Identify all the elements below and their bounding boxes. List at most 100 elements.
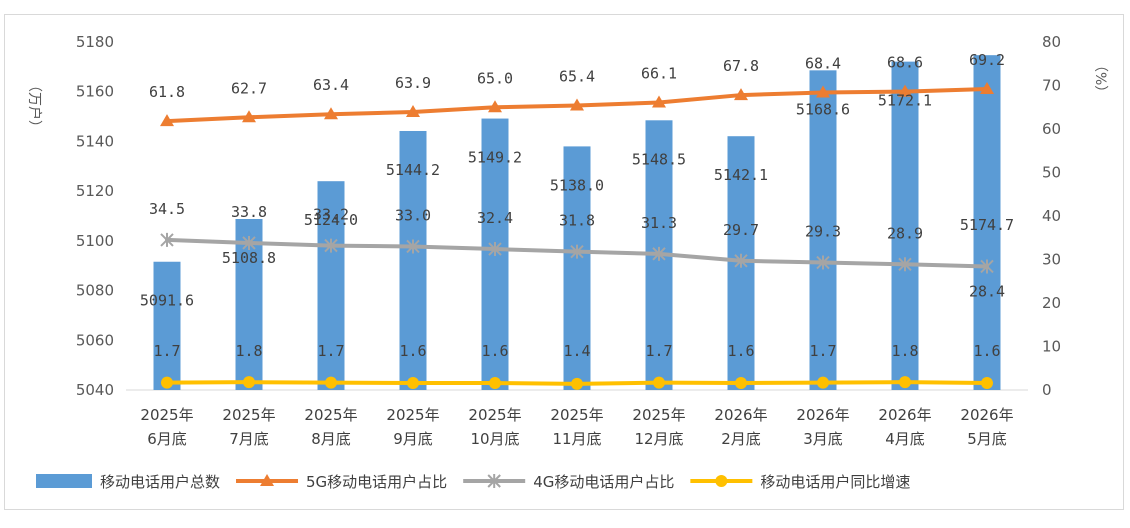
- y-left-tick-label: 5120: [76, 182, 114, 200]
- data-label: 5142.1: [714, 166, 768, 184]
- data-label: 63.4: [313, 76, 349, 94]
- data-label: 1.6: [973, 342, 1000, 360]
- x-tick-label-year: 2025年: [632, 406, 685, 424]
- data-label: 33.0: [395, 206, 431, 224]
- point-marker: [324, 107, 338, 120]
- x-tick-label-month: 9月底: [393, 430, 433, 448]
- data-label: 1.7: [317, 342, 344, 360]
- point-marker: [488, 242, 502, 257]
- point-marker: [735, 377, 747, 390]
- point-marker: [653, 376, 665, 389]
- point-marker: [161, 376, 173, 389]
- point-marker: [242, 235, 256, 250]
- y-right-tick-label: 30: [1042, 251, 1061, 269]
- data-label: 28.4: [969, 282, 1005, 300]
- data-label: 33.2: [313, 206, 349, 224]
- data-label: 1.6: [727, 342, 754, 360]
- point-marker: [570, 244, 584, 259]
- bar: [809, 70, 837, 390]
- point-marker: [571, 377, 583, 390]
- data-label: 5149.2: [468, 149, 522, 167]
- x-tick-label-month: 4月底: [885, 430, 925, 448]
- legend-label: 4G移动电话用户占比: [533, 473, 674, 491]
- point-marker: [817, 376, 829, 389]
- data-label: 1.7: [645, 342, 672, 360]
- y-left-tick-label: 5180: [76, 33, 114, 51]
- data-label: 31.8: [559, 212, 595, 230]
- point-marker: [260, 474, 275, 486]
- data-label: 65.4: [559, 68, 595, 86]
- data-label: 1.8: [891, 342, 918, 360]
- data-label: 31.3: [641, 214, 677, 232]
- data-label: 1.8: [235, 342, 262, 360]
- y-right-tick-label: 50: [1042, 164, 1061, 182]
- data-label: 29.3: [805, 223, 841, 241]
- data-label: 5172.1: [878, 92, 932, 110]
- point-marker: [898, 257, 912, 272]
- data-label: 63.9: [395, 74, 431, 92]
- y-right-tick-label: 70: [1042, 77, 1061, 95]
- data-label: 5091.6: [140, 292, 194, 310]
- data-label: 32.4: [477, 209, 513, 227]
- x-tick-label-month: 3月底: [803, 430, 843, 448]
- point-marker: [898, 84, 912, 97]
- data-label: 61.8: [149, 83, 185, 101]
- x-tick-label-year: 2026年: [796, 406, 849, 424]
- bar: [891, 61, 919, 390]
- data-label: 1.4: [563, 342, 590, 360]
- point-marker: [980, 259, 994, 274]
- point-marker: [980, 81, 994, 94]
- x-tick-label-month: 12月底: [634, 430, 683, 448]
- point-marker: [325, 376, 337, 389]
- y-right-axis-label: （%）: [1092, 58, 1108, 99]
- y-left-axis-label: （万户）: [26, 78, 43, 134]
- point-marker: [406, 105, 420, 118]
- point-marker: [652, 95, 666, 108]
- y-left-tick-label: 5100: [76, 232, 114, 250]
- point-marker: [816, 255, 830, 270]
- data-label: 68.6: [887, 54, 923, 72]
- x-tick-label-month: 6月底: [147, 430, 187, 448]
- legend-label: 移动电话用户总数: [100, 473, 220, 491]
- data-label: 65.0: [477, 69, 513, 87]
- bar: [153, 261, 181, 390]
- y-left-tick-label: 5060: [76, 331, 114, 349]
- data-label: 66.1: [641, 64, 677, 82]
- point-marker: [570, 98, 584, 111]
- point-marker: [816, 85, 830, 98]
- x-tick-label-month: 7月底: [229, 430, 269, 448]
- chart-frame: [4, 14, 1124, 510]
- point-marker: [324, 238, 338, 253]
- point-marker: [160, 232, 174, 247]
- x-tick-label-year: 2026年: [960, 406, 1013, 424]
- legend-label: 5G移动电话用户占比: [306, 473, 447, 491]
- point-marker: [715, 475, 728, 487]
- data-label: 5174.7: [960, 216, 1014, 234]
- y-right-tick-label: 10: [1042, 338, 1061, 356]
- x-tick-label-year: 2025年: [550, 406, 603, 424]
- y-right-tick-label: 60: [1042, 120, 1061, 138]
- point-marker: [489, 377, 501, 390]
- x-tick-label-month: 5月底: [967, 430, 1007, 448]
- data-label: 5124.0: [304, 211, 358, 229]
- data-label: 5168.6: [796, 100, 850, 118]
- point-marker: [242, 110, 256, 123]
- x-tick-label-month: 11月底: [552, 430, 601, 448]
- data-label: 62.7: [231, 79, 267, 97]
- x-tick-label-month: 10月底: [470, 430, 519, 448]
- y-right-tick-label: 40: [1042, 207, 1061, 225]
- bar: [317, 181, 345, 390]
- legend-swatch: [36, 474, 92, 488]
- data-label: 67.8: [723, 57, 759, 75]
- point-marker: [243, 376, 255, 389]
- y-left-tick-label: 5160: [76, 83, 114, 101]
- point-marker: [407, 377, 419, 390]
- x-tick-label-year: 2025年: [140, 406, 193, 424]
- data-label: 69.2: [969, 51, 1005, 69]
- data-label: 28.9: [887, 224, 923, 242]
- x-tick-label-month: 2月底: [721, 430, 761, 448]
- bar: [563, 146, 591, 390]
- y-right-tick-label: 0: [1042, 381, 1052, 399]
- data-label: 5144.2: [386, 161, 440, 179]
